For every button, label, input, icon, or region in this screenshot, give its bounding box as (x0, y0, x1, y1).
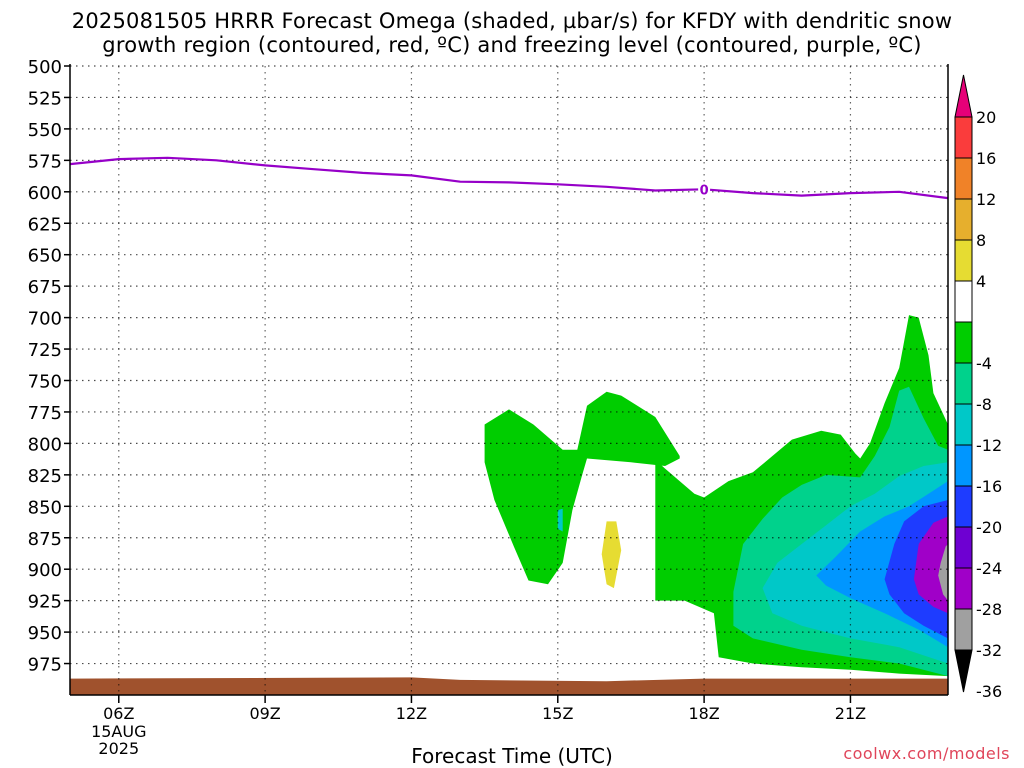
x-tick-label-12Z: 12Z (396, 704, 427, 723)
y-tick-label-925: 925 (28, 592, 62, 613)
y-tick-label-575: 575 (28, 151, 62, 172)
colorbar-label-8: -12 (976, 436, 1002, 455)
plot-axes (69, 64, 949, 696)
colorbar-segment-2 (954, 157, 973, 200)
y-tick-label-750: 750 (28, 372, 62, 393)
y-tick-label-650: 650 (28, 246, 62, 267)
colorbar-segment-4 (954, 239, 973, 282)
colorbar-segment-6 (954, 321, 973, 364)
colorbar-label-2: 16 (976, 149, 996, 168)
colorbar-label-7: -8 (976, 395, 992, 414)
y-tick-label-500: 500 (28, 57, 62, 78)
colorbar-segment-3 (954, 198, 973, 241)
y-tick-label-775: 775 (28, 403, 62, 424)
terrain-fill (70, 677, 948, 695)
x-tick-label-21Z: 21Z (835, 704, 866, 723)
colorbar: 20 16 12 8 4 -4 -8 -12 -16 -20 -24 -28 -32 -36 (954, 74, 1002, 701)
omega-region-8 (913, 516, 948, 614)
omega-region-1 (484, 391, 680, 585)
y-tick-label-825: 825 (28, 466, 62, 487)
grid-lines (70, 65, 948, 695)
x-tick-label-09Z: 09Z (249, 704, 280, 723)
y-axis-ticks: 500 525 550 575 600 625 650 675 700 725 750 775 800 8… (28, 57, 70, 676)
colorbar-label-1: 20 (976, 108, 996, 127)
x-tick-label-06Z: 06Z (103, 704, 134, 723)
y-tick-label-900: 900 (28, 560, 62, 581)
colorbar-label-10: -20 (976, 518, 1002, 537)
colorbar-segment-10 (954, 485, 973, 528)
y-tick-label-975: 975 (28, 655, 62, 676)
colorbar-bottom-arrow (954, 649, 973, 693)
y-tick-label-700: 700 (28, 309, 62, 330)
colorbar-label-3: 12 (976, 190, 996, 209)
y-tick-label-550: 550 (28, 120, 62, 141)
colorbar-segment-5 (954, 280, 973, 323)
x-tick-label-18Z: 18Z (688, 704, 719, 723)
colorbar-label-4: 8 (976, 231, 986, 250)
credit-text: coolwx.com/models (843, 744, 1010, 763)
chart-title-line-1: 2025081505 HRRR Forecast Omega (shaded, … (71, 9, 953, 33)
colorbar-label-6: -4 (976, 354, 992, 373)
contour-label-bg (698, 182, 711, 197)
omega-region-9 (938, 544, 948, 601)
y-tick-label-675: 675 (28, 277, 62, 298)
colorbar-segment-13 (954, 608, 973, 651)
y-tick-label-850: 850 (28, 497, 62, 518)
y-tick-label-725: 725 (28, 340, 62, 361)
colorbar-label-13: -32 (976, 641, 1002, 660)
y-tick-label-800: 800 (28, 434, 62, 455)
colorbar-segment-7 (954, 362, 973, 405)
colorbar-label-9: -16 (976, 477, 1002, 496)
colorbar-top-arrow (954, 74, 973, 118)
colorbar-segment-1 (954, 116, 973, 159)
x-tick-label-15Z: 15Z (542, 704, 573, 723)
x-tick-sublabel-2025: 2025 (98, 739, 139, 758)
freezing-level-contour: 0 (69, 156, 949, 200)
y-tick-label-525: 525 (28, 88, 62, 109)
x-tick-sublabel-15AUG: 15AUG (91, 722, 146, 741)
colorbar-segment-11 (954, 526, 973, 569)
freezing-level-line (69, 156, 949, 200)
colorbar-segment-8 (954, 403, 973, 446)
colorbar-segment-12 (954, 567, 973, 610)
omega-region-5 (557, 508, 563, 532)
omega-shading (484, 315, 948, 677)
colorbar-label-11: -24 (976, 559, 1002, 578)
colorbar-label-14: -36 (976, 682, 1002, 701)
x-axis-label: Forecast Time (UTC) (411, 744, 613, 768)
colorbar-segment-9 (954, 444, 973, 487)
y-tick-label-875: 875 (28, 529, 62, 550)
colorbar-label-5: 4 (976, 272, 986, 291)
freezing-level-label: 0 (700, 183, 709, 198)
terrain-band (70, 677, 948, 695)
y-tick-label-625: 625 (28, 214, 62, 235)
y-tick-label-600: 600 (28, 183, 62, 204)
colorbar-label-12: -28 (976, 600, 1002, 619)
y-tick-label-950: 950 (28, 623, 62, 644)
chart-title-line-2: growth region (contoured, red, ºC) and f… (102, 33, 922, 57)
